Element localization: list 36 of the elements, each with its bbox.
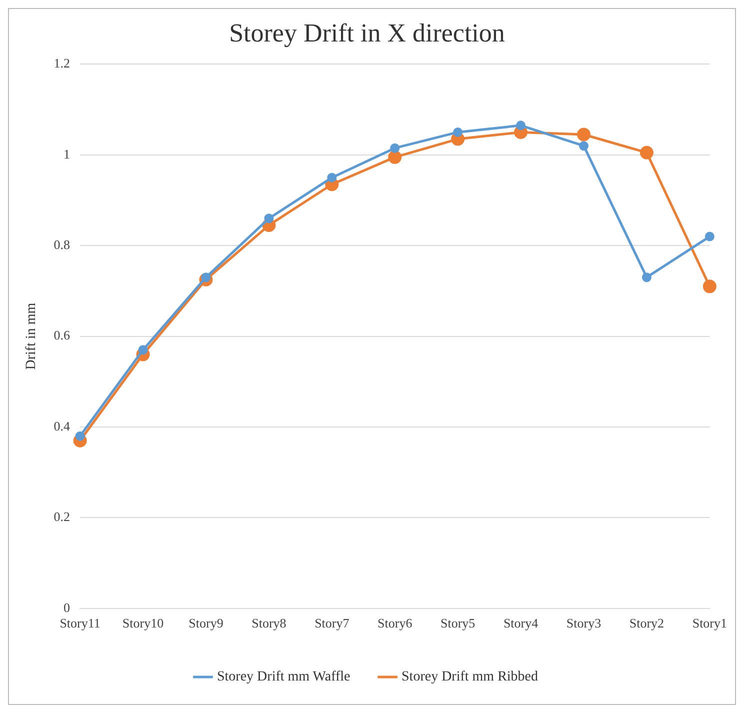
y-tick-label: 1 bbox=[64, 146, 70, 162]
y-axis-title: Drift in mm bbox=[24, 302, 40, 370]
point bbox=[327, 172, 337, 182]
point bbox=[138, 345, 148, 355]
point bbox=[642, 272, 652, 282]
x-tick-label: Story10 bbox=[122, 616, 164, 631]
y-tick-label: 0.4 bbox=[54, 418, 71, 434]
point bbox=[704, 232, 714, 242]
y-tick-label: 0 bbox=[64, 600, 70, 615]
legend-label: Storey Drift mm Ribbed bbox=[402, 670, 538, 685]
x-tick-label: Story4 bbox=[503, 616, 539, 631]
x-tick-label: Story2 bbox=[629, 616, 664, 631]
y-tick-label: 0.2 bbox=[54, 509, 70, 524]
y-tick-label: 0.6 bbox=[54, 328, 71, 343]
point bbox=[516, 120, 526, 130]
y-tick-label: 0.8 bbox=[54, 237, 70, 252]
point bbox=[640, 146, 654, 160]
point bbox=[75, 431, 85, 441]
x-tick-label: Story3 bbox=[566, 616, 602, 631]
chart-title: Storey Drift in X direction bbox=[229, 18, 505, 48]
x-tick-label: Story6 bbox=[378, 616, 413, 631]
point bbox=[702, 280, 716, 294]
point bbox=[390, 143, 400, 153]
legend-label: Storey Drift mm Waffle bbox=[216, 670, 350, 685]
point bbox=[453, 127, 463, 137]
x-tick-label: Story9 bbox=[188, 616, 224, 631]
y-tick-label: 1.2 bbox=[54, 56, 70, 71]
point bbox=[264, 214, 274, 224]
point bbox=[388, 150, 402, 164]
point bbox=[578, 141, 588, 151]
x-tick-label: Story8 bbox=[252, 616, 286, 631]
point bbox=[576, 128, 590, 142]
x-tick-label: Story11 bbox=[60, 616, 100, 631]
x-tick-label: Story1 bbox=[692, 616, 727, 631]
x-tick-label: Story5 bbox=[440, 616, 476, 631]
x-tick-label: Story7 bbox=[314, 616, 350, 631]
